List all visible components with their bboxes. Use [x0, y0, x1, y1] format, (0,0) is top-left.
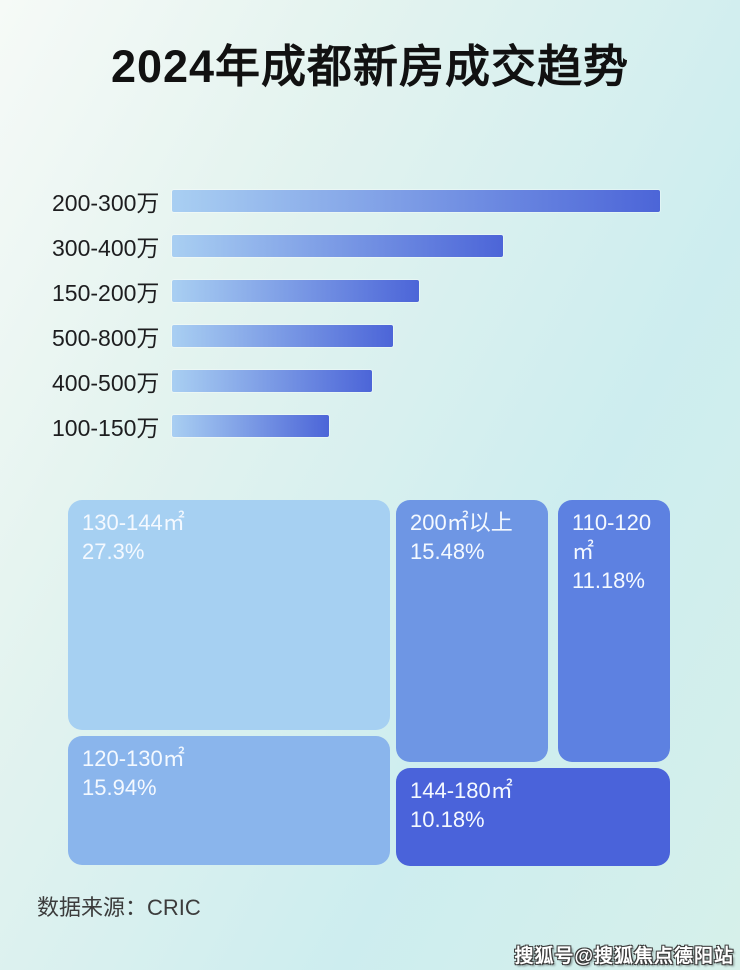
- bar-category-label: 300-400万: [52, 234, 160, 261]
- bar-row: 400-500万: [52, 358, 692, 403]
- bar-fill: [172, 324, 393, 347]
- treemap-tile-value: 10.18%: [410, 807, 485, 833]
- bar-fill: [172, 234, 503, 257]
- bar-row: 200-300万: [52, 178, 692, 223]
- treemap-tile-value: 11.18%: [572, 568, 645, 594]
- treemap-tile-label: 144-180㎡: [410, 778, 513, 803]
- bar-category-label: 200-300万: [52, 189, 160, 216]
- bar-track: [172, 324, 692, 347]
- area-size-treemap: 130-144㎡ 27.3% 200㎡以上 15.48% 110-120㎡ 11…: [68, 500, 670, 866]
- treemap-tile-label: 110-120㎡: [572, 510, 652, 565]
- bar-category-label: 500-800万: [52, 324, 160, 351]
- treemap-tile-label: 120-130㎡: [82, 746, 185, 771]
- bar-category-label: 150-200万: [52, 279, 160, 306]
- bar-category-label: 100-150万: [52, 414, 160, 441]
- watermark-label: 搜狐号@搜狐焦点德阳站: [514, 946, 734, 967]
- treemap-tile-value: 15.94%: [82, 775, 157, 801]
- bar-row: 150-200万: [52, 268, 692, 313]
- bar-fill: [172, 189, 660, 212]
- page-title: 2024年成都新房成交趋势: [110, 41, 630, 92]
- treemap-tile-label: 130-144㎡: [82, 510, 185, 535]
- bar-fill: [172, 414, 329, 437]
- bar-track: [172, 279, 692, 302]
- bar-track: [172, 369, 692, 392]
- treemap-tile: 120-130㎡ 15.94%: [68, 736, 390, 865]
- bar-row: 300-400万: [52, 223, 692, 268]
- price-range-bar-chart: 200-300万 300-400万 150-200万 500-800万 400-…: [52, 178, 692, 448]
- bar-category-label: 400-500万: [52, 369, 160, 396]
- treemap-tile-value: 15.48%: [410, 539, 485, 565]
- bar-fill: [172, 279, 419, 302]
- treemap-tile-value: 27.3%: [82, 539, 145, 565]
- bar-track: [172, 414, 692, 437]
- bar-track: [172, 234, 692, 257]
- data-source-label: 数据来源：CRIC: [37, 895, 201, 920]
- treemap-tile: 144-180㎡ 10.18%: [396, 768, 670, 866]
- treemap-tile-label: 200㎡以上: [410, 510, 513, 535]
- treemap-tile: 130-144㎡ 27.3%: [68, 500, 390, 730]
- bar-fill: [172, 369, 372, 392]
- treemap-tile: 200㎡以上 15.48%: [396, 500, 548, 762]
- bar-row: 100-150万: [52, 403, 692, 448]
- bar-row: 500-800万: [52, 313, 692, 358]
- bar-track: [172, 189, 692, 212]
- treemap-tile: 110-120㎡ 11.18%: [558, 500, 670, 762]
